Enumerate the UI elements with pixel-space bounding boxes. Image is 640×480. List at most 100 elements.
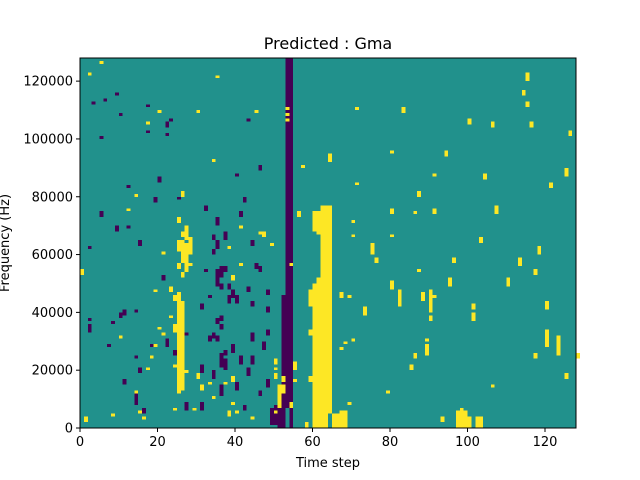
heatmap-cell-high <box>161 332 166 336</box>
heatmap-cell-high <box>324 214 328 217</box>
heatmap-cell-low <box>273 413 278 417</box>
heatmap-cell-low <box>289 58 294 61</box>
heatmap-cell-low <box>289 112 294 116</box>
heatmap-cell-low <box>281 355 286 359</box>
heatmap-cell-high <box>316 381 321 385</box>
heatmap-cell-high <box>176 266 181 270</box>
heatmap-cell-low <box>285 370 290 374</box>
heatmap-cell-low <box>289 81 294 85</box>
heatmap-cell-high <box>444 153 449 157</box>
heatmap-cell-high <box>176 384 181 388</box>
heatmap-cell-high <box>281 390 286 394</box>
heatmap-cell-high <box>316 425 321 428</box>
heatmap-cell-low <box>289 274 294 278</box>
heatmap-cell-high <box>401 110 406 113</box>
heatmap-cell-high <box>254 110 259 113</box>
heatmap-cell-high <box>180 303 185 307</box>
heatmap-cell-high <box>328 303 332 307</box>
heatmap-cell-high <box>316 326 321 330</box>
heatmap-cell-low <box>289 303 294 307</box>
heatmap-cell-high <box>320 399 325 402</box>
heatmap-cell-high <box>180 329 185 333</box>
heatmap-cell-low <box>285 121 290 125</box>
heatmap-cell-low <box>254 263 259 267</box>
heatmap-cell-low <box>161 274 166 278</box>
heatmap-cell-high <box>250 416 255 420</box>
heatmap-cell-low <box>285 332 290 336</box>
y-tick-label: 120000 <box>23 75 73 90</box>
heatmap-cell-low <box>281 416 286 420</box>
heatmap-cell-high <box>335 416 340 420</box>
heatmap-cell-high <box>390 150 394 154</box>
heatmap-cell-low <box>223 364 228 368</box>
heatmap-cell-high <box>188 251 193 255</box>
heatmap-cell-low <box>269 416 274 420</box>
heatmap-cell-low <box>273 407 278 411</box>
heatmap-cell-high <box>312 303 317 307</box>
heatmap-cell-high <box>320 344 325 348</box>
heatmap-cell-low <box>219 358 224 362</box>
heatmap-cell-high <box>475 419 480 423</box>
heatmap-cell-low <box>285 81 290 85</box>
heatmap-cell-high <box>308 329 313 333</box>
heatmap-cell-low <box>223 269 228 272</box>
heatmap-cell-high <box>370 248 375 252</box>
heatmap-cell-high <box>328 373 332 376</box>
heatmap-cell-low <box>285 309 290 313</box>
heatmap-cell-high <box>328 271 332 275</box>
heatmap-cell-low <box>289 127 294 131</box>
heatmap-cell-high <box>432 173 437 177</box>
heatmap-cell-low <box>289 289 294 293</box>
heatmap-cell-high <box>308 332 313 336</box>
heatmap-cell-high <box>118 335 123 339</box>
heatmap-cell-high <box>324 300 328 304</box>
heatmap-cell-low <box>223 237 228 241</box>
heatmap-cell-low <box>277 407 282 411</box>
heatmap-cell-high <box>324 225 328 229</box>
heatmap-cell-high <box>324 378 328 382</box>
heatmap-cell-high <box>320 370 325 374</box>
x-tick-label: 120 <box>533 435 558 450</box>
heatmap-cell-high <box>576 355 580 359</box>
heatmap-cell-low <box>285 335 290 339</box>
heatmap-cell-low <box>289 361 294 365</box>
heatmap-cell-high <box>320 309 325 313</box>
heatmap-cell-high <box>312 352 317 356</box>
heatmap-cell-high <box>328 222 332 226</box>
heatmap-cell-high <box>316 384 321 388</box>
heatmap-cell-high <box>169 315 173 319</box>
heatmap-cell-low <box>289 338 294 342</box>
heatmap-cell-low <box>231 347 235 350</box>
heatmap-cell-low <box>281 344 286 348</box>
heatmap-cell-high <box>176 243 181 246</box>
heatmap-cell-low <box>285 274 290 278</box>
heatmap-cell-high <box>312 306 317 310</box>
heatmap-cell-low <box>204 205 208 209</box>
heatmap-cell-high <box>320 381 325 385</box>
heatmap-cell-low <box>289 190 294 194</box>
heatmap-cell-high <box>324 237 328 241</box>
heatmap-cell-low <box>285 289 290 293</box>
heatmap-cell-high <box>320 390 325 394</box>
heatmap-cell-low <box>285 141 290 145</box>
heatmap-cell-high <box>390 211 394 215</box>
heatmap-cell-high <box>324 315 328 319</box>
heatmap-cell-high <box>180 361 185 365</box>
heatmap-cell-high <box>320 208 325 212</box>
heatmap-cell-high <box>320 211 325 215</box>
heatmap-cell-high <box>452 260 456 264</box>
heatmap-cell-high <box>312 390 317 394</box>
heatmap-cell-high <box>355 107 359 111</box>
heatmap-cell-high <box>428 318 433 322</box>
heatmap-cell-high <box>545 344 549 348</box>
heatmap-cell-low <box>285 110 290 113</box>
heatmap-cell-high <box>316 303 321 307</box>
heatmap-cell-high <box>316 211 321 215</box>
heatmap-cell-high <box>297 211 301 215</box>
heatmap-cell-high <box>328 332 332 336</box>
heatmap-cell-high <box>320 326 325 330</box>
heatmap-cell-high <box>339 425 344 428</box>
heatmap-cell-high <box>529 121 534 125</box>
heatmap-cell-low <box>285 63 290 67</box>
heatmap-cell-high <box>455 425 460 428</box>
